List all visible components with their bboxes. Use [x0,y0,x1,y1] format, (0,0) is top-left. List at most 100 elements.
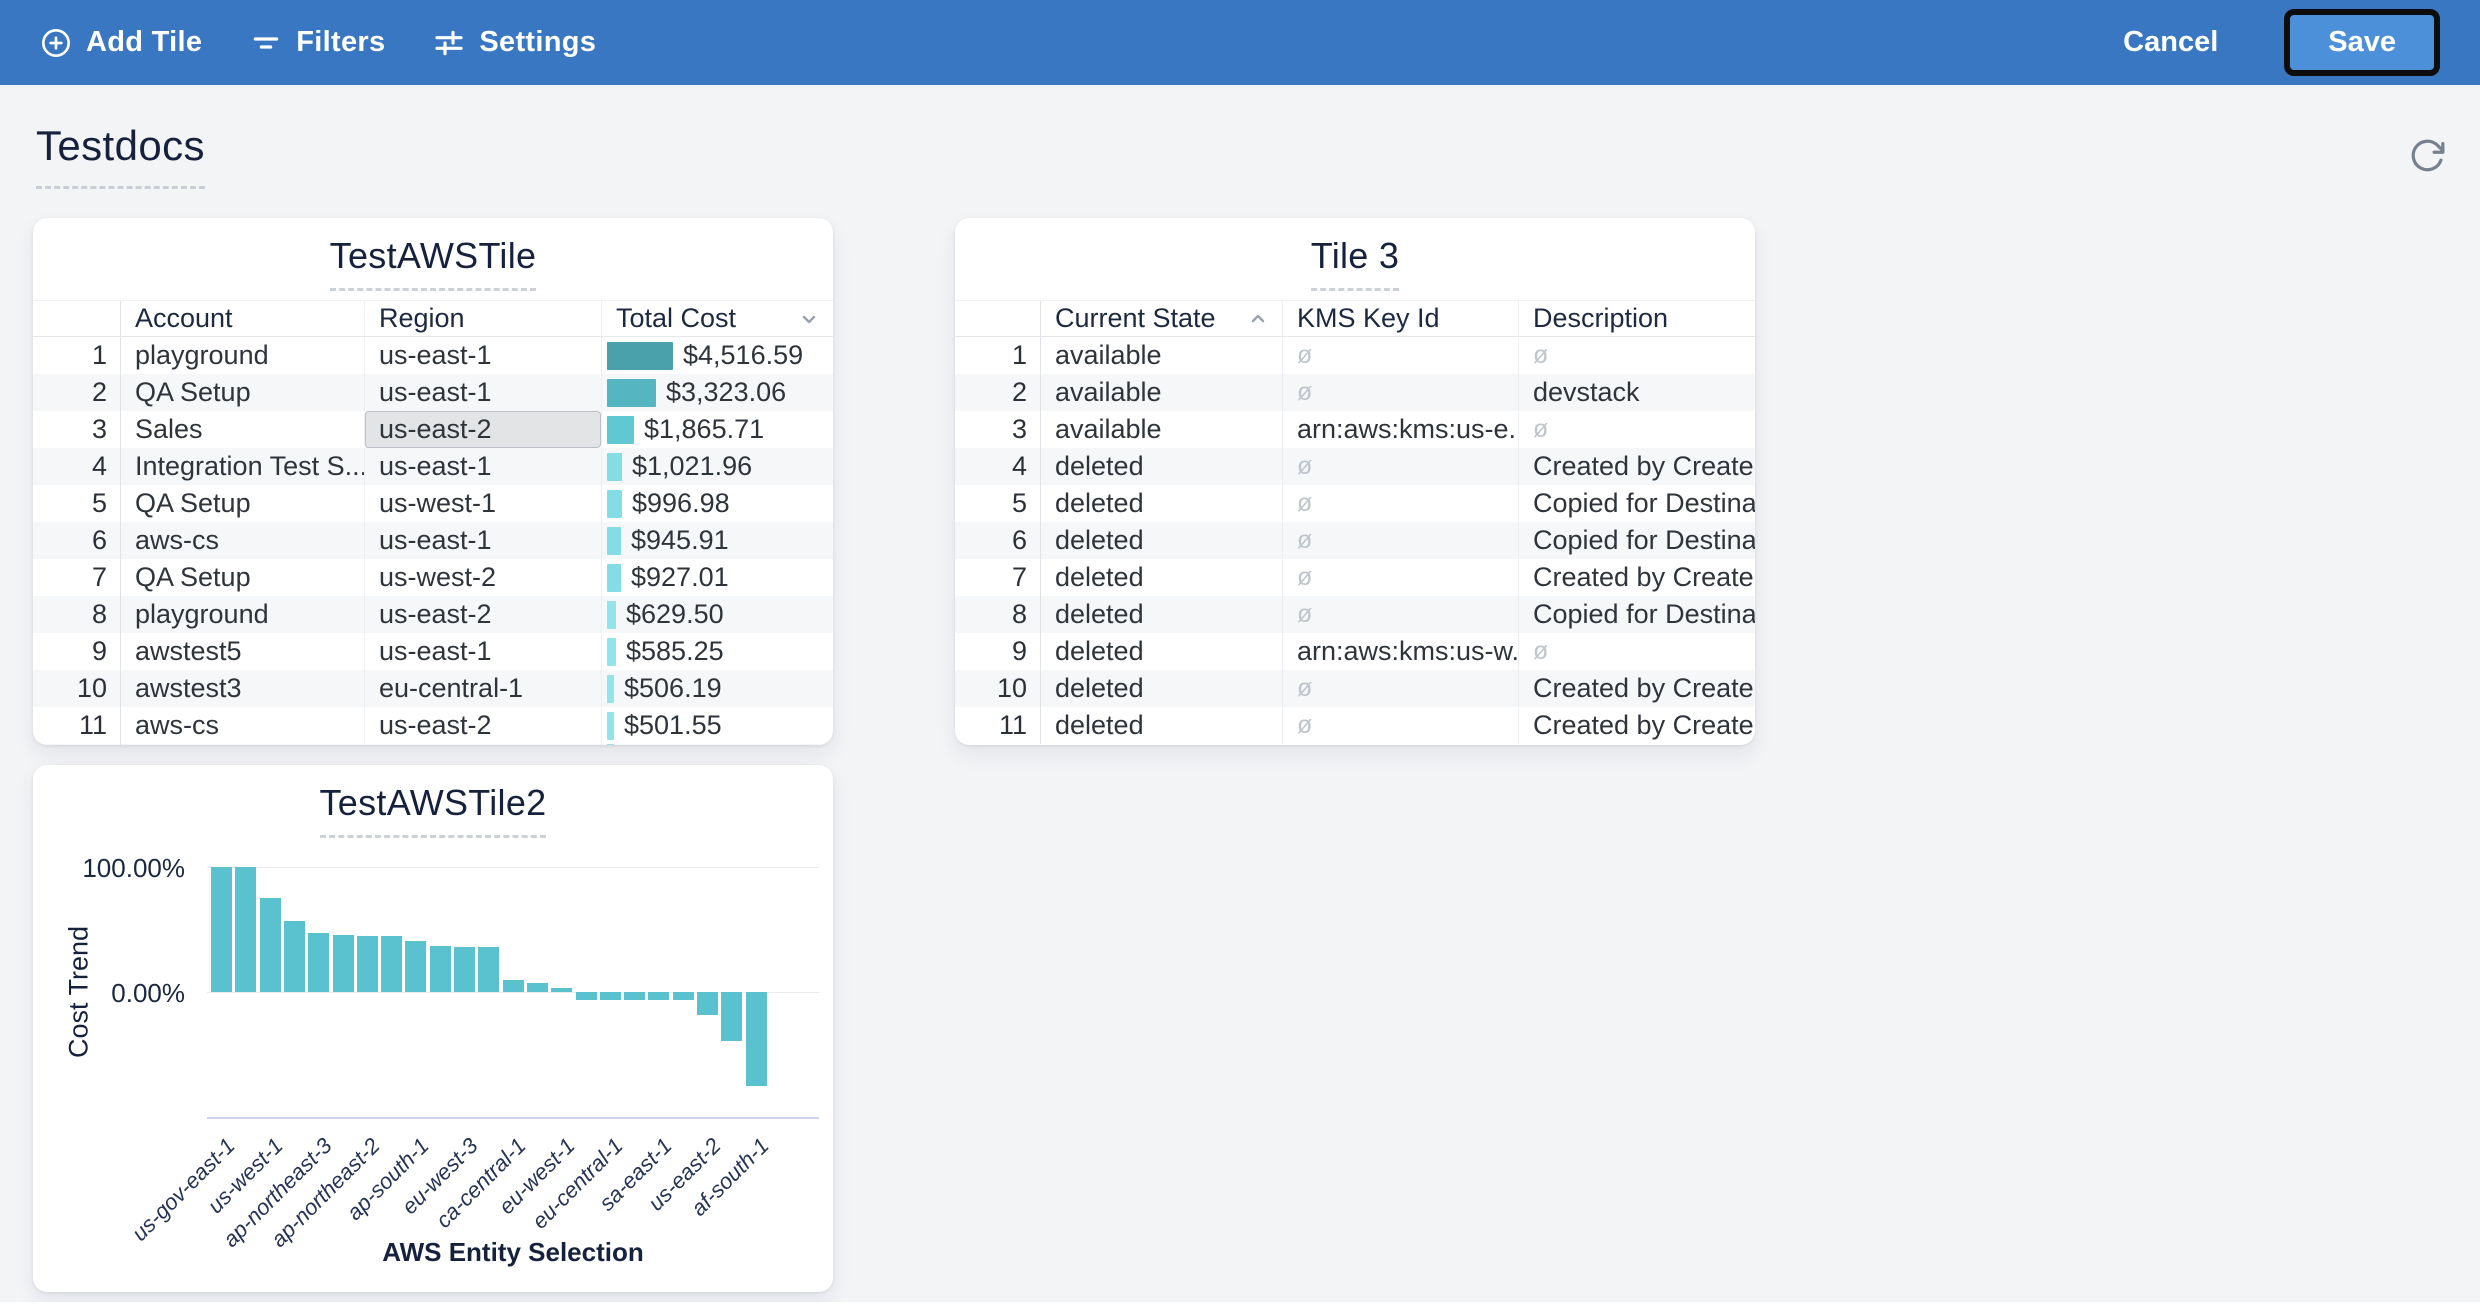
table-row[interactable]: 6 aws-cs us-east-1 $945.91 [33,522,833,559]
table1-header-region[interactable]: Region [364,301,601,336]
current-state-cell[interactable]: deleted [1040,485,1282,522]
current-state-cell[interactable]: deleted [1040,522,1282,559]
region-cell[interactable]: us-east-1 [364,522,601,559]
kms-key-id-cell[interactable]: ø [1282,485,1518,522]
total-cost-cell[interactable]: $3,323.06 [601,374,833,411]
region-cell[interactable]: us-east-1 [364,374,601,411]
description-cell[interactable]: Created by Create... [1518,707,1755,744]
description-cell[interactable]: Created by Create... [1518,448,1755,485]
total-cost-cell[interactable]: $927.01 [601,559,833,596]
total-cost-cell[interactable]: $996.98 [601,485,833,522]
description-cell[interactable]: Copied for Destina... [1518,596,1755,633]
tile-tile3[interactable]: Tile 3 Current State KMS Key Id Descript… [955,218,1755,745]
table-row[interactable]: 3 Sales us-east-2 $1,865.71 [33,411,833,448]
table-row[interactable]: 2 available ø devstack [955,374,1755,411]
table2-header-current-state[interactable]: Current State [1040,301,1282,336]
total-cost-cell[interactable]: $629.50 [601,596,833,633]
description-cell[interactable]: Copied for Destina... [1518,485,1755,522]
region-cell[interactable]: us-east-2 [364,596,601,633]
table-row[interactable]: 11 deleted ø Created by Create... [955,707,1755,744]
table1-header-account[interactable]: Account [120,301,364,336]
region-cell[interactable]: eu-central-1 [364,670,601,707]
description-cell[interactable]: ø [1518,411,1755,448]
account-cell[interactable]: awstest5 [120,633,364,670]
region-cell[interactable]: us-east-2 [364,707,601,744]
kms-key-id-cell[interactable]: ø [1282,337,1518,374]
current-state-cell[interactable]: available [1040,411,1282,448]
kms-key-id-cell[interactable]: ø [1282,448,1518,485]
table2-header-kms-key-id[interactable]: KMS Key Id [1282,301,1518,336]
table-row[interactable]: 1 available ø ø [955,337,1755,374]
table-row[interactable]: 11 aws-cs us-east-2 $501.55 [33,707,833,744]
description-cell[interactable]: Copied for Destina... [1518,522,1755,559]
current-state-cell[interactable]: available [1040,337,1282,374]
current-state-cell[interactable]: deleted [1040,633,1282,670]
total-cost-cell[interactable]: $1,021.96 [601,448,833,485]
table-row[interactable]: 2 QA Setup us-east-1 $3,323.06 [33,374,833,411]
account-cell[interactable]: awstest3 [120,670,364,707]
total-cost-cell[interactable]: $945.91 [601,522,833,559]
account-cell[interactable]: QA Setup [120,559,364,596]
save-button[interactable]: Save [2284,9,2440,76]
current-state-cell[interactable]: available [1040,374,1282,411]
current-state-cell[interactable]: deleted [1040,707,1282,744]
description-cell[interactable]: devstack [1518,374,1755,411]
account-cell[interactable]: playground [120,596,364,633]
total-cost-cell[interactable]: $585.25 [601,633,833,670]
table-row[interactable]: 1 playground us-east-1 $4,516.59 [33,337,833,374]
table1-header-total-cost[interactable]: Total Cost [601,301,833,336]
table-row[interactable]: 5 deleted ø Copied for Destina... [955,485,1755,522]
account-cell[interactable]: playground [120,337,364,374]
table-row[interactable]: 8 playground us-east-2 $629.50 [33,596,833,633]
current-state-cell[interactable]: deleted [1040,559,1282,596]
chart-plot[interactable] [207,867,819,1119]
kms-key-id-cell[interactable]: ø [1282,559,1518,596]
kms-key-id-cell[interactable]: arn:aws:kms:us-w... [1282,633,1518,670]
refresh-button[interactable] [2408,138,2446,179]
account-cell[interactable]: Sales [120,411,364,448]
account-cell[interactable]: aws-cs [120,707,364,744]
region-cell[interactable]: us-east-1 [364,633,601,670]
table-row[interactable]: 3 available arn:aws:kms:us-e... ø [955,411,1755,448]
current-state-cell[interactable]: deleted [1040,596,1282,633]
region-cell[interactable]: us-east-1 [364,337,601,374]
kms-key-id-cell[interactable]: ø [1282,374,1518,411]
account-cell[interactable]: Integration Test S... [120,448,364,485]
region-cell[interactable]: us-west-2 [364,559,601,596]
table-row[interactable]: 4 deleted ø Created by Create... [955,448,1755,485]
kms-key-id-cell[interactable]: ø [1282,707,1518,744]
table-row[interactable]: 9 deleted arn:aws:kms:us-w... ø [955,633,1755,670]
table-row[interactable]: 8 deleted ø Copied for Destina... [955,596,1755,633]
table-row[interactable]: 7 QA Setup us-west-2 $927.01 [33,559,833,596]
total-cost-cell[interactable]: $1,865.71 [601,411,833,448]
cancel-button[interactable]: Cancel [2117,25,2224,60]
tile-testawstile2[interactable]: TestAWSTile2 Cost Trend 100.00% 0.00% us… [33,765,833,1292]
table-row[interactable]: 7 deleted ø Created by Create... [955,559,1755,596]
region-cell[interactable]: us-east-1 [364,448,601,485]
total-cost-cell[interactable]: $4,516.59 [601,337,833,374]
kms-key-id-cell[interactable]: ø [1282,596,1518,633]
total-cost-cell[interactable]: $501.55 [601,707,833,744]
current-state-cell[interactable]: deleted [1040,448,1282,485]
account-cell[interactable]: QA Setup [120,485,364,522]
table-row[interactable]: 9 awstest5 us-east-1 $585.25 [33,633,833,670]
description-cell[interactable]: ø [1518,633,1755,670]
kms-key-id-cell[interactable]: ø [1282,670,1518,707]
description-cell[interactable]: Created by Create... [1518,559,1755,596]
table-row[interactable]: 4 Integration Test S... us-east-1 $1,021.96 [33,448,833,485]
description-cell[interactable]: ø [1518,337,1755,374]
table-row[interactable]: 6 deleted ø Copied for Destina... [955,522,1755,559]
region-cell[interactable]: us-east-2 [364,411,601,448]
table-row[interactable]: 5 QA Setup us-west-1 $996.98 [33,485,833,522]
settings-button[interactable]: Settings [433,26,596,59]
account-cell[interactable]: aws-cs [120,522,364,559]
kms-key-id-cell[interactable]: ø [1282,522,1518,559]
account-cell[interactable]: QA Setup [120,374,364,411]
table-row[interactable]: 10 deleted ø Created by Create... [955,670,1755,707]
table2-header-description[interactable]: Description [1518,301,1755,336]
current-state-cell[interactable]: deleted [1040,670,1282,707]
add-tile-button[interactable]: Add Tile [40,26,202,59]
kms-key-id-cell[interactable]: arn:aws:kms:us-e... [1282,411,1518,448]
table-row[interactable]: 10 awstest3 eu-central-1 $506.19 [33,670,833,707]
